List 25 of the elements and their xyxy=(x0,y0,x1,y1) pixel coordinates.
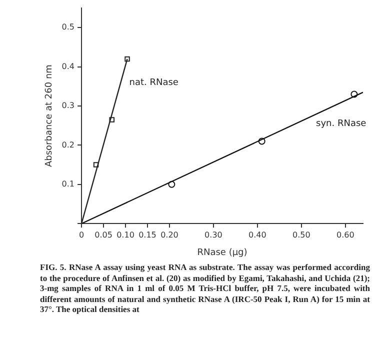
point xyxy=(124,56,130,62)
y-tick-label: 0.2 xyxy=(62,140,75,150)
x-tick-label: 0.20 xyxy=(160,230,178,240)
x-tick-label: 0.10 xyxy=(116,230,134,240)
y-axis-title: Absorbance at 260 nm xyxy=(44,64,55,168)
y-tick-label: 0.1 xyxy=(62,179,75,188)
x-tick-label: 0.60 xyxy=(336,230,354,240)
x-tick-label: 0.40 xyxy=(248,230,266,240)
y-tick-label: 0.4 xyxy=(62,62,75,71)
point xyxy=(258,138,266,145)
x-tick-label: 0.15 xyxy=(138,230,156,240)
text: syn. RNase xyxy=(316,119,367,130)
x-tick-label: 0.30 xyxy=(204,230,222,240)
x-tick-label: 0.50 xyxy=(292,230,310,240)
x-tick-label: 0.05 xyxy=(94,230,112,240)
series-label: nat. RNase xyxy=(129,78,179,88)
y-tick-label: 0.3 xyxy=(62,101,75,110)
caption: FIG. 5. RNase A assay using yeast RNA as substrate. The assay was performed according to the procedure of Anfinsen et al. (20) as modified by Egami, Takahashi, and Uchida (21); 3-mg samples of RNA in 1 ml of 0.05 M Tris-HCl buffer, pH 7.5, were incubated with different amounts of natural and synthetic RNase A (IRC-50 Peak I, Run A) for 15 min at 37°. The optical densities at xyxy=(40,262,370,314)
x-tick-label: 0 xyxy=(78,230,84,240)
point xyxy=(168,180,176,188)
point xyxy=(350,90,358,98)
point xyxy=(109,117,114,122)
x-axis-title: RNase (μg) xyxy=(197,248,248,258)
point xyxy=(93,162,99,168)
y-tick-label: 0.5 xyxy=(62,22,75,32)
